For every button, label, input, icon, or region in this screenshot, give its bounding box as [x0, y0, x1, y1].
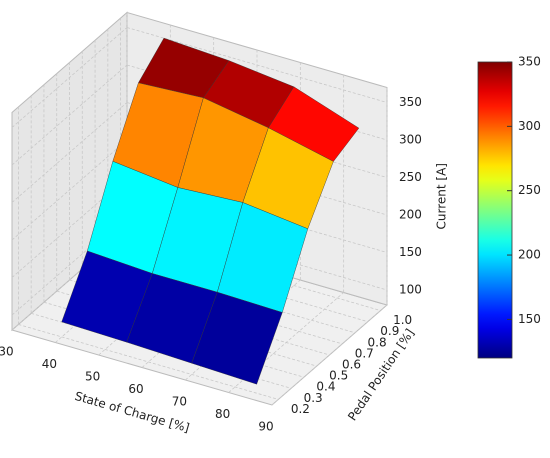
colorbar-tick-label: 300: [518, 119, 541, 133]
x-tick-label: 80: [215, 407, 230, 421]
z-tick-label: 100: [399, 283, 422, 297]
x-tick-label: 40: [42, 357, 57, 371]
z-tick-label: 250: [399, 170, 422, 184]
colorbar-tick-label: 200: [518, 248, 541, 262]
y-tick-label: 0.9: [380, 324, 399, 338]
z-tick-label: 150: [399, 245, 422, 259]
x-tick-label: 50: [85, 370, 100, 384]
z-tick-label: 200: [399, 208, 422, 222]
y-tick-label: 0.5: [329, 369, 348, 383]
grid-line: [11, 27, 128, 128]
colorbar-tick-label: 250: [518, 183, 541, 197]
y-tick-label: 0.4: [316, 380, 335, 394]
y-tick-label: 0.3: [304, 391, 323, 405]
z-tick-label: 300: [399, 133, 422, 147]
y-tick-label: 0.2: [291, 402, 310, 416]
y-tick-label: 0.6: [342, 358, 361, 372]
colorbar-tick-label: 350: [518, 55, 541, 69]
x-tick-label: 30: [0, 345, 14, 359]
grid-line: [11, 139, 128, 241]
grid-line: [11, 64, 128, 166]
y-tick-label: 1.0: [393, 313, 412, 327]
colorbar-tick-label: 150: [518, 312, 541, 326]
grid-line: [18, 324, 279, 400]
x-tick-label: 70: [172, 395, 187, 409]
z-tick-label: 350: [399, 95, 422, 109]
y-tick-label: 0.8: [368, 335, 387, 349]
x-tick-label: 60: [128, 382, 143, 396]
surface-patch: [191, 291, 283, 385]
colorbar: [477, 61, 513, 359]
grid-line: [126, 27, 388, 103]
surface: [61, 37, 360, 385]
y-tick-label: 0.7: [355, 346, 374, 360]
z-axis-title: Current [A]: [435, 163, 449, 229]
x-tick-label: 90: [258, 420, 273, 434]
grid-line: [11, 102, 128, 203]
